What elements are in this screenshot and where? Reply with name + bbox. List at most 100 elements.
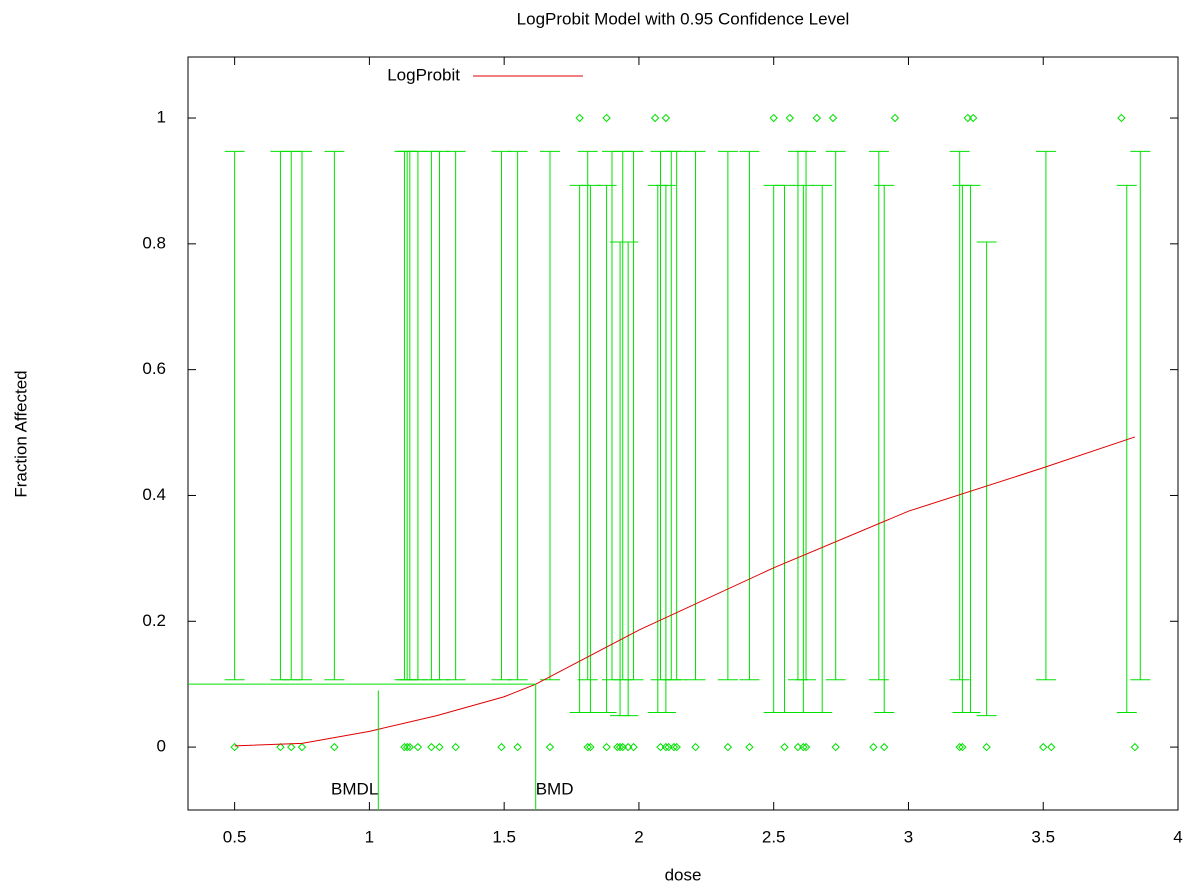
error-bar — [539, 150, 560, 681]
error-bar — [491, 150, 512, 681]
data-point — [513, 742, 522, 752]
data-point — [402, 742, 412, 752]
x-tick-label: 4 — [1173, 827, 1182, 846]
data-point — [405, 742, 415, 752]
error-bar — [739, 150, 760, 681]
error-bar — [685, 150, 706, 681]
error-bar — [952, 184, 973, 713]
data-point — [1130, 742, 1140, 752]
data-point — [672, 742, 681, 752]
error-bar — [650, 150, 671, 681]
x-tick-label: 3 — [904, 827, 913, 846]
error-bar — [1116, 184, 1137, 713]
model-curve — [234, 436, 1136, 747]
data-point — [723, 742, 733, 752]
y-tick-label: 0.8 — [142, 233, 166, 252]
error-bar — [774, 184, 795, 713]
data-point — [780, 742, 789, 752]
y-tick-label: 0 — [157, 737, 166, 756]
error-bar — [960, 184, 981, 713]
error-bar — [763, 184, 784, 713]
error-bar — [324, 150, 345, 681]
error-bar — [394, 150, 415, 681]
data-point — [793, 742, 803, 752]
y-axis-label: Fraction Affected — [11, 370, 30, 497]
data-point — [618, 742, 627, 752]
data-point — [586, 742, 595, 752]
data-point — [287, 742, 296, 752]
data-point — [1117, 113, 1126, 123]
error-bar — [949, 150, 970, 681]
data-point — [669, 742, 679, 752]
data-point — [661, 742, 671, 752]
data-point — [602, 742, 611, 752]
data-point — [745, 742, 754, 752]
data-point — [869, 742, 878, 752]
annotation-label: BMDL — [331, 779, 378, 798]
data-point — [623, 742, 633, 752]
data-point — [276, 742, 285, 752]
error-bar — [976, 241, 997, 717]
error-bar — [270, 150, 291, 681]
error-bar — [397, 150, 418, 681]
data-point — [656, 742, 665, 752]
data-point — [831, 742, 840, 752]
y-tick-label: 0.2 — [142, 611, 166, 630]
data-point — [602, 113, 611, 123]
data-point — [828, 113, 838, 123]
error-bar — [1130, 150, 1151, 681]
data-point — [968, 113, 978, 123]
error-bar — [601, 150, 622, 681]
data-point — [613, 742, 622, 752]
data-point — [890, 113, 900, 123]
y-tick-label: 0.6 — [142, 359, 166, 378]
data-point — [799, 742, 808, 752]
chart-title: LogProbit Model with 0.95 Confidence Lev… — [517, 9, 850, 28]
error-bar — [580, 184, 601, 713]
x-tick-label: 2.5 — [762, 827, 786, 846]
error-bar — [623, 150, 644, 681]
data-point — [801, 742, 811, 752]
data-point — [785, 113, 795, 123]
data-point — [615, 742, 625, 752]
data-point — [330, 742, 339, 752]
error-bar — [407, 150, 428, 681]
y-tick-label: 0.4 — [142, 485, 166, 504]
error-bar — [429, 150, 450, 681]
data-point — [297, 742, 307, 752]
error-bar — [399, 150, 420, 681]
error-bar — [647, 184, 668, 713]
data-point — [955, 742, 964, 752]
error-bar — [655, 184, 676, 713]
data-point — [497, 742, 506, 752]
error-bar — [507, 150, 528, 681]
data-point — [583, 742, 592, 752]
error-bar — [793, 184, 814, 713]
plot-frame — [187, 56, 1179, 811]
data-point — [427, 742, 436, 752]
error-bar — [618, 241, 639, 717]
error-bar — [787, 150, 808, 681]
error-bar — [825, 150, 846, 681]
data-point — [812, 113, 822, 123]
error-bar — [874, 184, 895, 713]
y-tick-label: 1 — [157, 108, 166, 127]
data-point — [982, 742, 991, 752]
data-point — [664, 742, 673, 752]
error-bar — [610, 241, 631, 717]
x-tick-label: 1 — [365, 827, 374, 846]
error-bar — [577, 150, 598, 681]
error-bar — [812, 184, 833, 713]
error-bar — [421, 150, 442, 681]
data-point — [963, 113, 972, 123]
data-point — [451, 742, 460, 752]
data-point — [545, 742, 555, 752]
error-bar — [224, 150, 245, 681]
data-point — [230, 742, 239, 752]
x-tick-label: 0.5 — [223, 827, 247, 846]
error-bar — [661, 150, 682, 681]
data-point — [650, 113, 660, 123]
x-tick-label: 2 — [634, 827, 643, 846]
error-bar — [666, 150, 687, 681]
